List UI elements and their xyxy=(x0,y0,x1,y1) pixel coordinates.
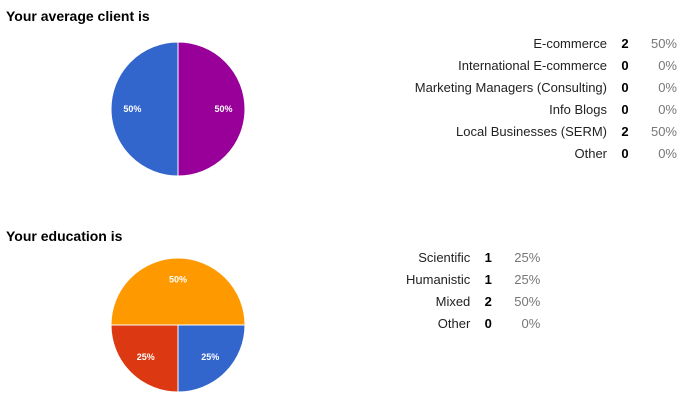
option-count: 0 xyxy=(621,57,629,73)
pie-slice-label: 50% xyxy=(215,104,233,114)
table-row: Marketing Managers (Consulting) 0 0% xyxy=(415,76,677,98)
table-row: Other 0 0% xyxy=(406,312,541,334)
pie-slice-local-businesses-serm xyxy=(110,41,179,177)
option-label: Local Businesses (SERM) xyxy=(456,123,607,139)
pie-chart: 25% 25% 50% xyxy=(110,257,246,393)
option-count: 0 xyxy=(621,101,629,117)
option-label: E-commerce xyxy=(533,35,607,51)
option-label: Marketing Managers (Consulting) xyxy=(414,79,607,95)
response-summary-table: E-commerce 2 50% International E-commerc… xyxy=(415,32,677,164)
option-count: 1 xyxy=(484,249,492,265)
response-summary-table: Scientific 1 25% Humanistic 1 25% Mixed … xyxy=(406,246,540,334)
option-percent: 50% xyxy=(650,35,677,51)
question-title: Your average client is xyxy=(6,8,150,24)
option-count: 0 xyxy=(484,315,492,331)
option-label: Mixed xyxy=(435,293,471,309)
table-row: Scientific 1 25% xyxy=(406,246,540,268)
option-label: Info Blogs xyxy=(549,101,607,117)
option-label: Other xyxy=(574,145,607,161)
table-row: Other 0 0% xyxy=(415,142,677,164)
table-row: E-commerce 2 50% xyxy=(415,32,677,54)
question-average-client: Your average client is 50% 50% E-commerce… xyxy=(0,0,694,200)
option-percent: 25% xyxy=(514,249,541,265)
option-label: Humanistic xyxy=(406,271,471,287)
question-title: Your education is xyxy=(6,228,123,244)
pie-slice-label: 50% xyxy=(169,274,187,284)
option-percent: 0% xyxy=(658,79,677,95)
pie-slice-label: 25% xyxy=(137,352,155,362)
option-percent: 0% xyxy=(658,57,677,73)
option-percent: 50% xyxy=(514,293,541,309)
option-count: 1 xyxy=(484,271,492,287)
option-count: 0 xyxy=(621,79,629,95)
pie-slice-label: 50% xyxy=(123,104,141,114)
option-percent: 0% xyxy=(521,315,541,331)
option-percent: 0% xyxy=(658,101,677,117)
option-label: Scientific xyxy=(418,249,471,265)
pie-slice-humanistic xyxy=(110,324,179,393)
option-label: International E-commerce xyxy=(458,57,607,73)
pie-slice-e-commerce xyxy=(177,41,246,177)
option-percent: 50% xyxy=(650,123,677,139)
table-row: Humanistic 1 25% xyxy=(406,268,540,290)
option-percent: 25% xyxy=(514,271,541,287)
pie-slice-label: 25% xyxy=(201,352,219,362)
option-count: 2 xyxy=(484,293,492,309)
pie-slice-mixed xyxy=(110,257,246,326)
table-row: Local Businesses (SERM) 2 50% xyxy=(415,120,677,142)
table-row: Info Blogs 0 0% xyxy=(415,98,677,120)
pie-chart: 50% 50% xyxy=(110,41,246,177)
table-row: Mixed 2 50% xyxy=(406,290,541,312)
question-education: Your education is 25% 25% 50% Scientific 1… xyxy=(0,220,694,408)
pie-slice-scientific xyxy=(177,324,246,393)
option-percent: 0% xyxy=(658,145,677,161)
option-count: 2 xyxy=(621,35,629,51)
table-row: International E-commerce 0 0% xyxy=(415,54,677,76)
option-label: Other xyxy=(437,315,471,331)
option-count: 2 xyxy=(621,123,629,139)
option-count: 0 xyxy=(621,145,629,161)
